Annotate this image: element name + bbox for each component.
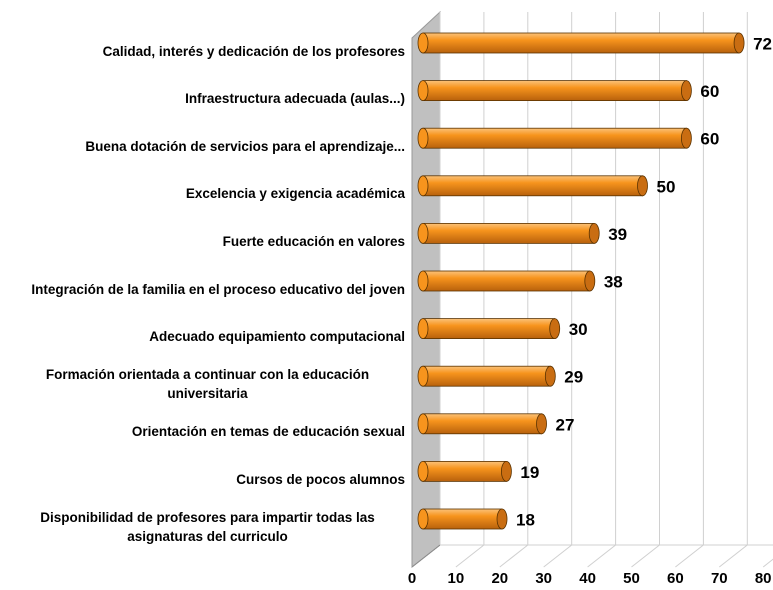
bar-start	[417, 80, 429, 101]
category-label-box: Adecuado equipamiento computacional	[10, 315, 405, 359]
x-tick-label: 20	[491, 570, 508, 587]
bar	[417, 508, 508, 530]
value-label: 50	[657, 177, 676, 196]
y-tick-label: Cursos de pocos alumnos	[236, 471, 405, 487]
bar-end	[549, 318, 561, 340]
bar-body	[422, 413, 542, 435]
bar	[417, 413, 547, 435]
bar-body	[422, 32, 740, 54]
category-label-box: Infraestructura adecuada (aulas...)	[10, 77, 405, 121]
bar-body	[422, 80, 687, 101]
bar-end	[496, 508, 508, 530]
category-label-box: Formación orientada a continuar con la e…	[10, 362, 405, 406]
bar	[417, 32, 745, 54]
bar-start	[417, 365, 429, 387]
value-label: 19	[520, 463, 539, 482]
bar-end	[637, 175, 648, 197]
y-tick-label: Calidad, interés y dedicación de los pro…	[102, 43, 405, 59]
bar	[417, 80, 692, 101]
y-tick-label: Orientación en temas de educación sexual	[131, 424, 405, 440]
x-tick-label: 40	[579, 570, 596, 587]
category-label-box: Cursos de pocos alumnos	[10, 457, 405, 501]
value-label: 38	[604, 272, 623, 291]
y-tick-label: Fuerte educación en valores	[222, 233, 405, 249]
bar	[417, 270, 596, 292]
bar-body	[422, 318, 556, 340]
bar-body	[422, 270, 591, 292]
x-tick-label: 0	[408, 570, 416, 587]
x-tick-label: 60	[667, 570, 684, 587]
bar-start	[417, 460, 429, 482]
x-axis	[411, 544, 441, 568]
category-label-box: Buena dotación de servicios para el apre…	[10, 124, 405, 168]
bar-end	[584, 270, 596, 292]
value-label: 30	[569, 320, 588, 339]
value-label: 60	[700, 130, 719, 149]
category-label-box: Fuerte educación en valores	[10, 219, 405, 263]
bar-end	[501, 460, 512, 482]
bar	[417, 318, 561, 340]
x-tick-label: 50	[623, 570, 640, 587]
bar-end	[588, 222, 600, 244]
bar-end	[544, 365, 556, 387]
value-label: 27	[556, 415, 575, 434]
y-tick-label: Excelencia y exigencia académica	[185, 186, 405, 202]
y-tick-label: Disponibilidad de profesores para impart…	[40, 510, 375, 544]
bar	[417, 460, 512, 482]
bar-end	[733, 32, 745, 54]
value-label: 18	[516, 510, 535, 529]
bar-end	[681, 80, 692, 101]
value-label: 39	[608, 225, 627, 244]
y-tick-label: Adecuado equipamiento computacional	[149, 329, 405, 345]
category-label-box: Excelencia y exigencia académica	[10, 172, 405, 216]
bar-start	[417, 222, 429, 244]
bar-start	[417, 413, 429, 435]
bar-body	[422, 365, 551, 387]
bar-start	[417, 175, 429, 197]
x-tick-label: 80	[755, 570, 772, 587]
bar-body	[422, 175, 643, 197]
x-tick-label: 70	[711, 570, 728, 587]
bar-start	[417, 318, 429, 340]
x-tick-label: 30	[535, 570, 552, 587]
grid-line	[718, 12, 748, 568]
bar-end	[681, 127, 692, 149]
category-label-box: Orientación en temas de educación sexual	[10, 410, 405, 454]
bar-start	[417, 127, 429, 149]
bar-body	[422, 460, 507, 482]
bar	[417, 222, 600, 244]
bar-start	[417, 508, 429, 530]
x-tick-label: 10	[448, 570, 465, 587]
y-tick-label: Buena dotación de servicios para el apre…	[85, 138, 405, 154]
value-label: 29	[564, 368, 583, 387]
bar-start	[417, 32, 429, 54]
value-label: 72	[753, 34, 772, 53]
bar-body	[422, 222, 595, 244]
bar-end	[536, 413, 547, 435]
y-tick-label: Formación orientada a continuar con la e…	[45, 367, 370, 402]
grid-line	[762, 558, 773, 568]
bar-body	[422, 127, 687, 149]
bar-start	[417, 270, 429, 292]
y-tick-label: Infraestructura adecuada (aulas...)	[185, 91, 405, 107]
category-label-box: Calidad, interés y dedicación de los pro…	[10, 29, 405, 73]
bar-body	[422, 508, 503, 530]
bar	[417, 365, 556, 387]
category-label-box: Disponibilidad de profesores para impart…	[10, 505, 405, 549]
category-label-box: Integración de la familia en el proceso …	[10, 267, 405, 311]
bar	[417, 175, 648, 197]
bar	[417, 127, 692, 149]
value-label: 60	[700, 82, 719, 101]
y-tick-label: Integración de la familia en el proceso …	[31, 281, 405, 297]
